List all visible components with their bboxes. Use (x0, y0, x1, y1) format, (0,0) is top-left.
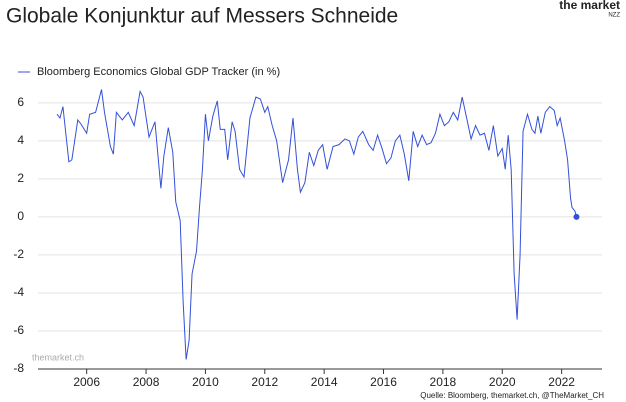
end-marker (573, 213, 580, 220)
y-tick-label: 4 (17, 133, 24, 147)
x-tick-label: 2022 (548, 375, 575, 389)
watermark: themarket.ch (32, 352, 84, 362)
x-tick-label: 2018 (430, 375, 457, 389)
y-tick-label: 2 (17, 171, 24, 185)
x-tick-label: 2020 (489, 375, 516, 389)
y-tick-label: -8 (13, 361, 24, 375)
series-line (56, 89, 577, 360)
x-tick-label: 2008 (133, 375, 160, 389)
x-tick-label: 2012 (251, 375, 278, 389)
logo: the market (559, 0, 620, 12)
legend-label: Bloomberg Economics Global GDP Tracker (… (37, 66, 280, 78)
y-tick-label: 0 (17, 209, 24, 223)
source: Quelle: Bloomberg, themarket.ch, @TheMar… (420, 391, 604, 400)
x-tick-label: 2014 (311, 375, 338, 389)
chart-title: Globale Konjunktur auf Messers Schneide (6, 5, 398, 28)
x-tick-label: 2006 (73, 375, 100, 389)
x-tick-label: 2010 (192, 375, 219, 389)
y-tick-label: 6 (17, 95, 24, 109)
logo-sub: NZZ (608, 13, 620, 19)
y-tick-label: -4 (13, 285, 24, 299)
x-tick-label: 2016 (370, 375, 397, 389)
y-tick-label: -6 (13, 323, 24, 337)
y-tick-label: -2 (13, 247, 24, 261)
